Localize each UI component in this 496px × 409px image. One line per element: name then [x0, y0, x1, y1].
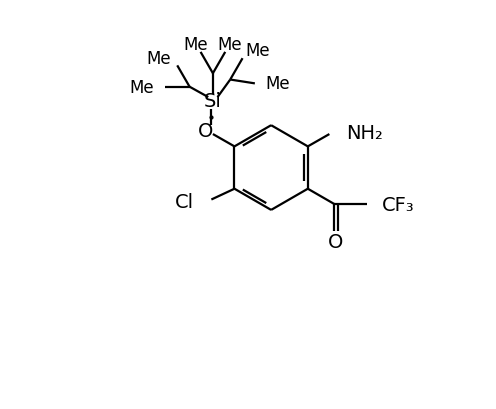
Text: Me: Me: [184, 36, 208, 54]
Text: Cl: Cl: [175, 192, 194, 211]
Text: O: O: [197, 122, 213, 141]
Text: Si: Si: [204, 92, 222, 110]
Text: Me: Me: [218, 36, 242, 54]
Text: Me: Me: [246, 43, 270, 61]
Text: CF₃: CF₃: [382, 195, 415, 214]
Text: NH₂: NH₂: [346, 124, 383, 143]
Text: O: O: [328, 233, 344, 252]
Text: Me: Me: [146, 49, 171, 67]
Text: Me: Me: [266, 75, 290, 93]
Text: Me: Me: [129, 79, 154, 97]
